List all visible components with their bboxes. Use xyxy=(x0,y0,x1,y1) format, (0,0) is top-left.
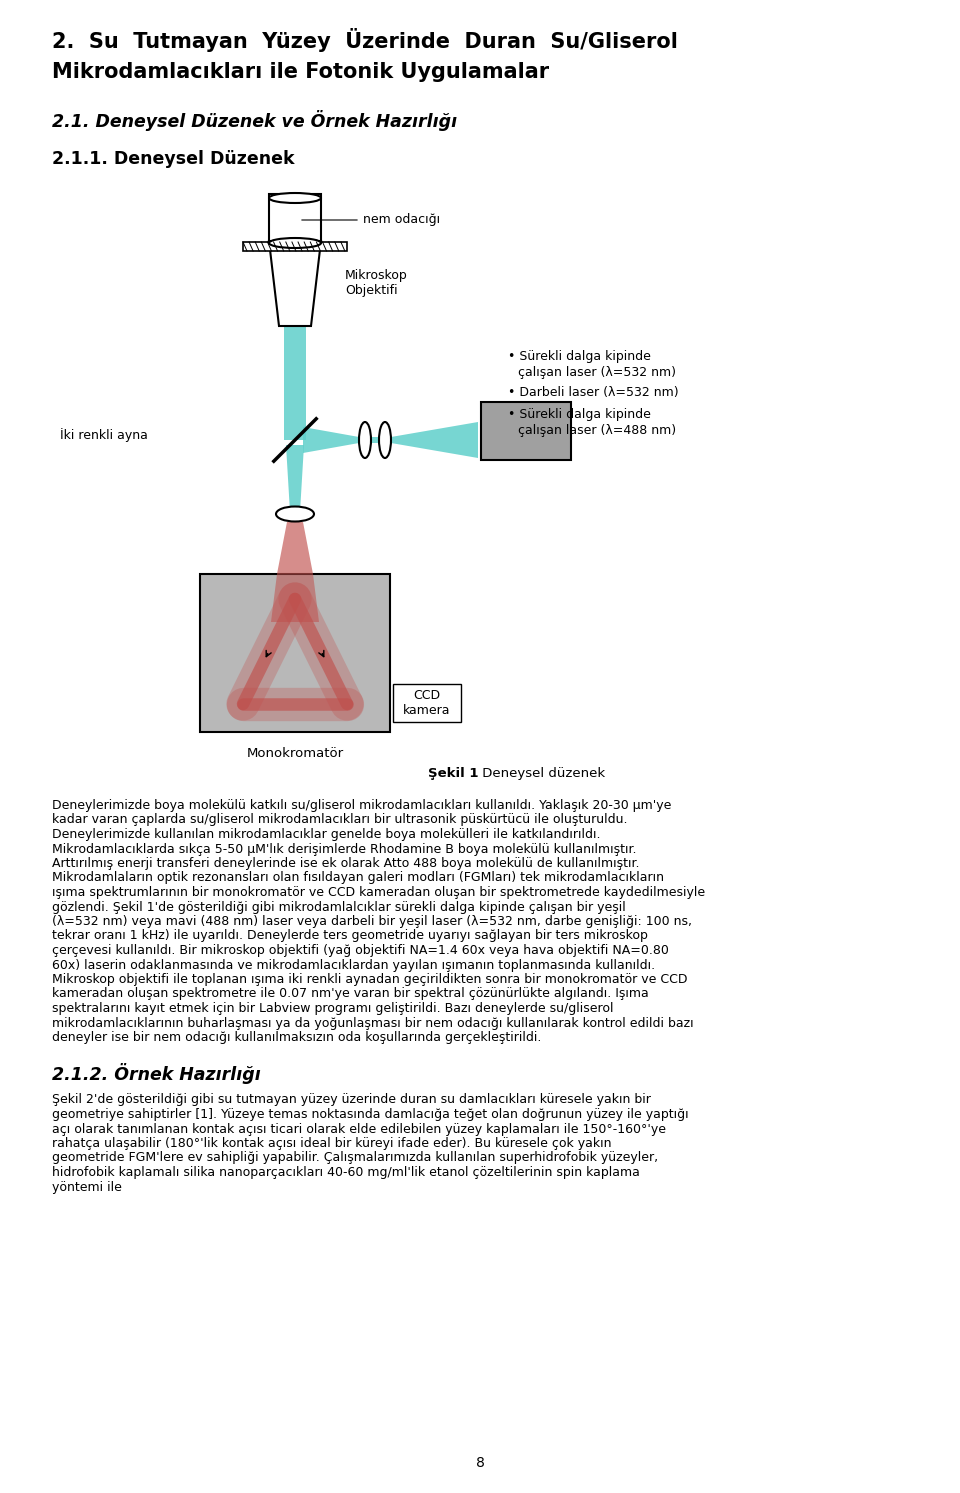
Text: tekrar oranı 1 kHz) ile uyarıldı. Deneylerde ters geometride uyarıyı sağlayan bi: tekrar oranı 1 kHz) ile uyarıldı. Deneyl… xyxy=(52,930,648,942)
Text: ışıma spektrumlarının bir monokromatör ve CCD kameradan oluşan bir spektrometred: ışıma spektrumlarının bir monokromatör v… xyxy=(52,885,706,899)
Text: spektralarını kayıt etmek için bir Labview programı geliştirildi. Bazı deneylerd: spektralarını kayıt etmek için bir Labvi… xyxy=(52,1002,613,1015)
Text: kameradan oluşan spektrometre ile 0.07 nm'ye varan bir spektral çözünürlükte alg: kameradan oluşan spektrometre ile 0.07 n… xyxy=(52,987,649,1000)
Bar xyxy=(371,437,379,443)
Text: 2.1.1. Deneysel Düzenek: 2.1.1. Deneysel Düzenek xyxy=(52,149,295,169)
Text: Deneylerimizde boya molekülü katkılı su/gliserol mikrodamlacıkları kullanıldı. Y: Deneylerimizde boya molekülü katkılı su/… xyxy=(52,799,671,812)
Text: Mikrodamlacıkları ile Fotonik Uygulamalar: Mikrodamlacıkları ile Fotonik Uygulamala… xyxy=(52,63,549,82)
Text: 2.  Su  Tutmayan  Yüzey  Üzerinde  Duran  Su/Gliserol: 2. Su Tutmayan Yüzey Üzerinde Duran Su/G… xyxy=(52,28,678,52)
Text: İki renkli ayna: İki renkli ayna xyxy=(60,428,148,442)
Text: kadar varan çaplarda su/gliserol mikrodamlacıkları bir ultrasonik püskürtücü ile: kadar varan çaplarda su/gliserol mikroda… xyxy=(52,814,628,827)
Text: çerçevesi kullanıldı. Bir mikroskop objektifi (yağ objektifi NA=1.4 60x veya hav: çerçevesi kullanıldı. Bir mikroskop obje… xyxy=(52,944,669,957)
Text: 60x) laserin odaklanmasında ve mikrodamlacıklardan yayılan ışımanın toplanmasınd: 60x) laserin odaklanmasında ve mikrodaml… xyxy=(52,959,655,972)
Text: • Darbeli laser (λ=532 nm): • Darbeli laser (λ=532 nm) xyxy=(508,387,679,399)
Text: mikrodamlacıklarının buharlaşması ya da yoğunlaşması bir nem odacığı kullanılara: mikrodamlacıklarının buharlaşması ya da … xyxy=(52,1017,694,1030)
Bar xyxy=(243,242,347,251)
Text: Şekil 2'de gösterildiği gibi su tutmayan yüzey üzerinde duran su damlacıkları kü: Şekil 2'de gösterildiği gibi su tutmayan… xyxy=(52,1093,651,1106)
Text: hidrofobik kaplamalı silika nanoparçacıkları 40-60 mg/ml'lik etanol çözeltilerin: hidrofobik kaplamalı silika nanoparçacık… xyxy=(52,1166,640,1179)
Text: deneyler ise bir nem odacığı kullanılmaksızın oda koşullarında gerçekleştirildi.: deneyler ise bir nem odacığı kullanılmak… xyxy=(52,1032,541,1044)
Text: • Sürekli dalga kipinde: • Sürekli dalga kipinde xyxy=(508,408,651,421)
Ellipse shape xyxy=(359,423,371,458)
Ellipse shape xyxy=(379,423,391,458)
Polygon shape xyxy=(286,445,304,512)
Text: geometriye sahiptirler [1]. Yüzeye temas noktasında damlacığa teğet olan doğrunu: geometriye sahiptirler [1]. Yüzeye temas… xyxy=(52,1108,688,1121)
Text: nem odacığı: nem odacığı xyxy=(363,213,440,227)
Text: 8: 8 xyxy=(475,1456,485,1471)
Text: gözlendi. Şekil 1'de gösterildiği gibi mikrodamlalcıklar sürekli dalga kipinde ç: gözlendi. Şekil 1'de gösterildiği gibi m… xyxy=(52,900,626,914)
Text: 2.1. Deneysel Düzenek ve Örnek Hazırlığı: 2.1. Deneysel Düzenek ve Örnek Hazırlığı xyxy=(52,110,457,131)
Bar xyxy=(284,240,306,440)
Text: Mikroskop
Objektifi: Mikroskop Objektifi xyxy=(345,269,408,297)
Text: 2.1.2. Örnek Hazırlığı: 2.1.2. Örnek Hazırlığı xyxy=(52,1063,261,1084)
Ellipse shape xyxy=(269,237,321,248)
Text: Mikrodamlaların optik rezonansları olan fısıldayan galeri modları (FGMları) tek : Mikrodamlaların optik rezonansları olan … xyxy=(52,872,664,884)
Bar xyxy=(481,402,571,460)
Polygon shape xyxy=(277,523,313,573)
Text: Deneysel düzenek: Deneysel düzenek xyxy=(478,767,605,779)
Text: • Sürekli dalga kipinde: • Sürekli dalga kipinde xyxy=(508,349,651,363)
Text: Mikroskop objektifi ile toplanan ışıma iki renkli aynadan geçirildikten sonra bi: Mikroskop objektifi ile toplanan ışıma i… xyxy=(52,973,687,985)
Polygon shape xyxy=(271,573,319,623)
Ellipse shape xyxy=(276,506,314,521)
Text: Arttırılmış enerji transferi deneylerinde ise ek olarak Atto 488 boya molekülü d: Arttırılmış enerji transferi deneylerind… xyxy=(52,857,639,870)
Bar xyxy=(393,684,461,723)
Bar xyxy=(200,573,390,732)
Text: Monokromatör: Monokromatör xyxy=(247,746,344,760)
Bar xyxy=(269,194,321,243)
Text: Deneylerimizde kullanılan mikrodamlacıklar genelde boya molekülleri ile katkılan: Deneylerimizde kullanılan mikrodamlacıkl… xyxy=(52,829,601,841)
Text: Mikrodamlacıklarda sıkça 5-50 μM'lık derişimlerde Rhodamine B boya molekülü kull: Mikrodamlacıklarda sıkça 5-50 μM'lık der… xyxy=(52,842,636,855)
Text: rahatça ulaşabilir (180°'lik kontak açısı ideal bir küreyi ifade eder). Bu küres: rahatça ulaşabilir (180°'lik kontak açıs… xyxy=(52,1138,612,1150)
Text: (λ=532 nm) veya mavi (488 nm) laser veya darbeli bir yeşil laser (λ=532 nm, darb: (λ=532 nm) veya mavi (488 nm) laser veya… xyxy=(52,915,692,929)
Text: Şekil 1: Şekil 1 xyxy=(427,767,478,779)
Text: çalışan laser (λ=532 nm): çalışan laser (λ=532 nm) xyxy=(518,366,676,379)
Ellipse shape xyxy=(269,193,321,203)
Text: yöntemi ile: yöntemi ile xyxy=(52,1181,122,1193)
Text: geometride FGM'lere ev sahipliği yapabilir. Çalışmalarımızda kullanılan superhid: geometride FGM'lere ev sahipliği yapabil… xyxy=(52,1151,659,1165)
Text: açı olarak tanımlanan kontak açısı ticari olarak elde edilebilen yüzey kaplamala: açı olarak tanımlanan kontak açısı ticar… xyxy=(52,1123,666,1136)
Polygon shape xyxy=(303,427,359,452)
Text: çalışan laser (λ=488 nm): çalışan laser (λ=488 nm) xyxy=(518,424,676,437)
Polygon shape xyxy=(391,423,478,458)
Text: CCD
kamera: CCD kamera xyxy=(403,688,451,717)
Polygon shape xyxy=(269,240,321,325)
